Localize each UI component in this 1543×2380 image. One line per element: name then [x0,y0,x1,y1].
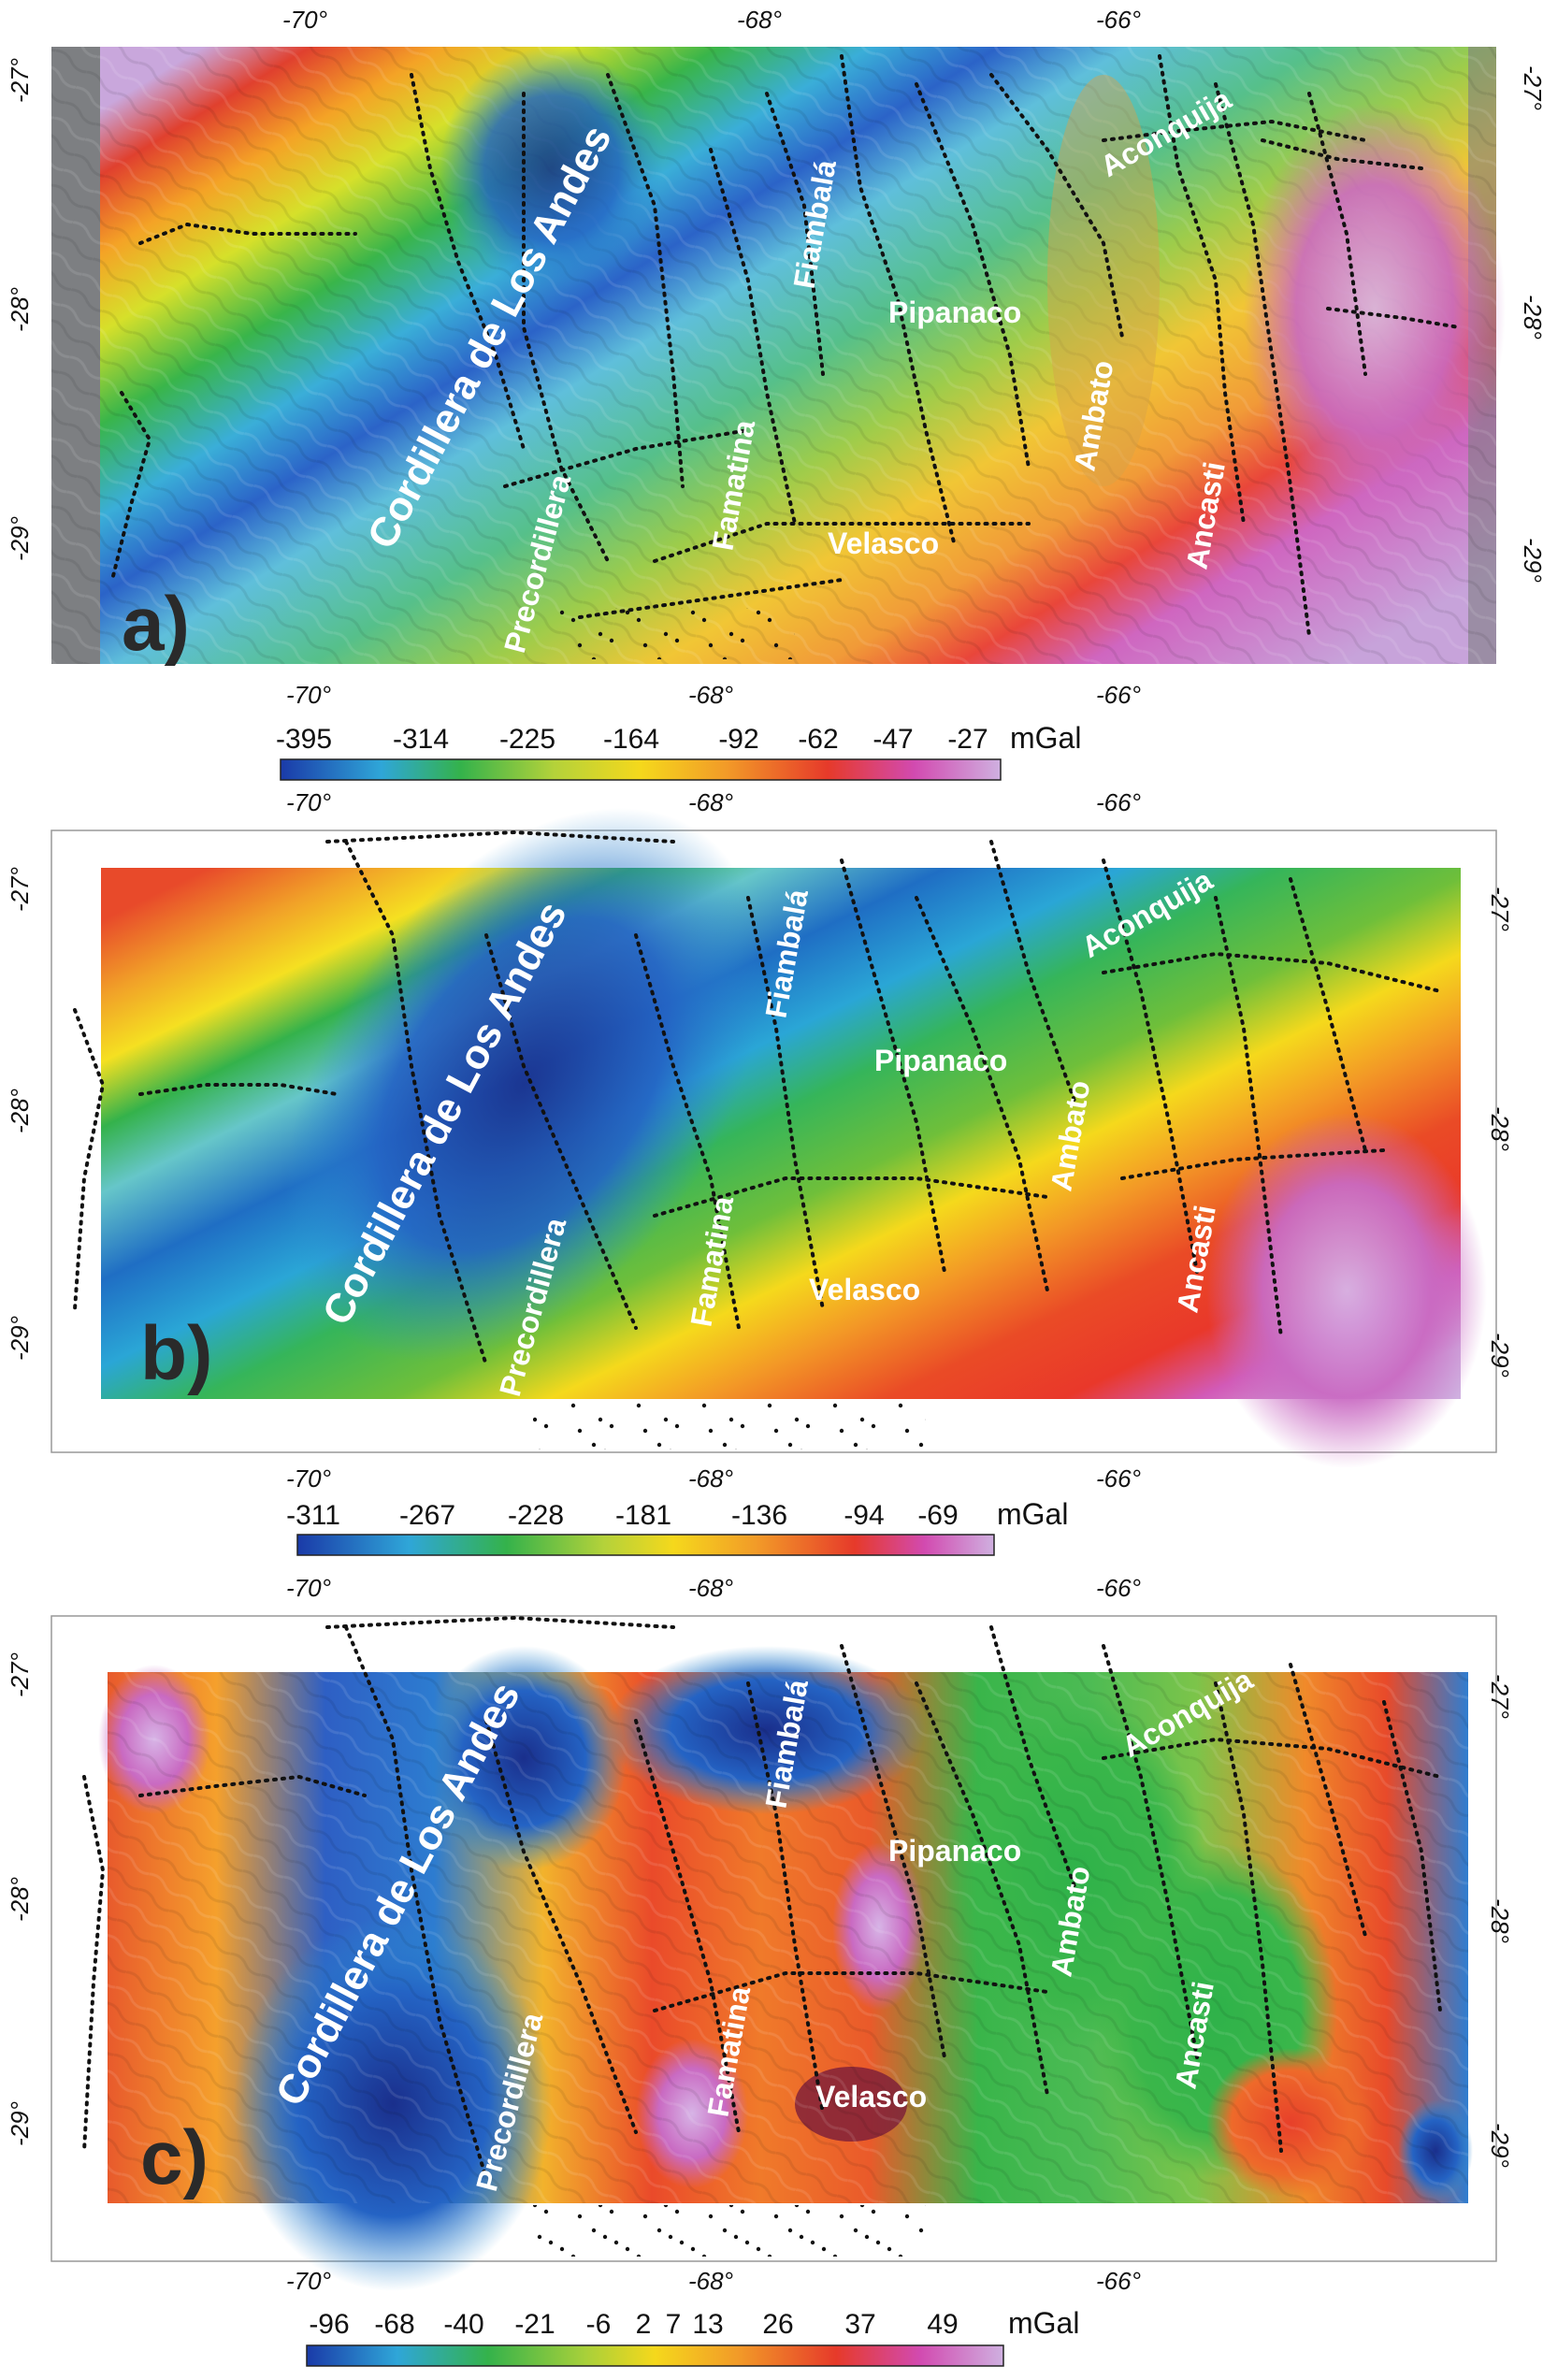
lon-label-top-66: -66° [1096,1574,1141,1602]
colorbar-a-tick: -92 [718,724,758,755]
colorbar-c: -96 -68 -40 -21 -6 2 7 13 26 37 49 mGal [306,2306,1079,2367]
colorbar-b-tick: -94 [844,1500,884,1531]
lat-label-right-29: -29° [1486,1333,1514,1378]
colorbar-a-tick: -47 [872,724,913,755]
lon-label-bottom-68: -68° [688,681,733,709]
lon-label-top-70: -70° [282,6,327,34]
lat-label-right-27: -27° [1519,65,1543,110]
lat-label-left-29: -29° [6,516,34,561]
panel-c: -70° -68° -66° [6,1574,1514,2367]
colorbar-a-tick: -164 [603,724,659,755]
lat-label-left-28: -28° [6,1877,34,1922]
lon-label-top-70: -70° [286,1574,331,1602]
lon-label-bottom-66: -66° [1096,1464,1141,1493]
map-a-blue-low [440,47,664,290]
map-c-dense-stations [533,2205,926,2257]
place-velasco: Velasco [828,526,939,560]
panel-a: -70° -68° -66° [6,6,1543,781]
colorbar-c-tick: 37 [844,2309,875,2340]
panel-a-label: a) [122,582,190,667]
map-c-station-dots [82,1615,1442,2181]
map-b-station-dots [73,829,1442,1367]
colorbar-b-tick: -228 [508,1500,564,1531]
lon-label-top-68: -68° [688,1574,733,1602]
colorbar-c-tick: 49 [927,2309,958,2340]
lon-label-top-68: -68° [737,6,782,34]
place-pipanaco: Pipanaco [888,296,1021,329]
lon-label-top-66: -66° [1096,788,1141,816]
colorbar-c-tick: -96 [309,2309,349,2340]
colorbar-a-bar [280,758,1002,781]
lat-label-right-28: -28° [1486,1106,1514,1151]
lat-label-left-29: -29° [6,1316,34,1361]
lon-label-bottom-70: -70° [286,1464,331,1493]
colorbar-a-tick: -62 [798,724,838,755]
colorbar-c-tick: 2 [636,2309,652,2340]
colorbar-c-tick: -40 [443,2309,483,2340]
lon-label-bottom-68: -68° [688,2267,733,2295]
colorbar-c-tick: 13 [692,2309,723,2340]
colorbar-a-tick: -395 [276,724,332,755]
map-b-dense-stations [533,1403,926,1450]
place-velasco: Velasco [815,2080,927,2113]
colorbar-b-tick: -69 [917,1500,958,1531]
lat-label-right-29: -29° [1486,2123,1514,2168]
lat-label-left-29: -29° [6,2101,34,2146]
lat-label-left-28: -28° [6,1089,34,1133]
colorbar-c-tick: -6 [586,2309,612,2340]
lat-label-left-27: -27° [6,58,34,103]
colorbar-a-unit: mGal [1010,721,1081,755]
place-pipanaco: Pipanaco [874,1044,1007,1077]
lon-label-bottom-66: -66° [1096,681,1141,709]
colorbar-c-tick: -68 [374,2309,414,2340]
lon-label-bottom-68: -68° [688,1464,733,1493]
colorbar-b-unit: mGal [997,1497,1068,1531]
colorbar-c-bar [306,2344,1004,2367]
colorbar-a-tick: -314 [393,724,449,755]
lon-label-top-70: -70° [286,788,331,816]
panel-b-label: b) [140,1311,212,1396]
lat-label-right-28: -28° [1519,295,1543,339]
lat-label-right-29: -29° [1519,538,1543,583]
colorbar-b: -311 -267 -228 -181 -136 -94 -69 mGal [286,1497,1068,1556]
lat-label-left-28: -28° [6,287,34,332]
map-b-blue-low [284,808,763,1362]
lat-label-left-27: -27° [6,867,34,912]
lon-label-bottom-70: -70° [286,681,331,709]
colorbar-b-tick: -267 [399,1500,455,1531]
map-a-dense-stations [552,608,795,659]
lon-label-top-66: -66° [1096,6,1141,34]
colorbar-b-tick: -136 [731,1500,787,1531]
colorbar-b-tick: -311 [286,1500,340,1531]
colorbar-c-tick: 26 [762,2309,793,2340]
map-c-texture [108,1672,1468,2203]
lon-label-top-68: -68° [688,788,733,816]
colorbar-b-bar [296,1534,995,1556]
lat-label-right-27: -27° [1486,887,1514,931]
lat-label-right-27: -27° [1486,1674,1514,1719]
lon-label-bottom-66: -66° [1096,2267,1141,2295]
lon-label-bottom-70: -70° [286,2267,331,2295]
colorbar-c-unit: mGal [1008,2306,1079,2340]
colorbar-a: -395 -314 -225 -164 -92 -62 -47 -27 mGal [276,721,1081,781]
lat-label-left-27: -27° [6,1652,34,1697]
place-pipanaco: Pipanaco [888,1834,1021,1868]
map-a-violet-high [1244,103,1506,514]
place-velasco: Velasco [809,1273,920,1306]
panel-b: -70° -68° -66° Cordillera de Los Andes [6,788,1514,1556]
colorbar-a-tick: -27 [947,724,988,755]
colorbar-a-tick: -225 [499,724,555,755]
panel-c-label: c) [140,2115,209,2200]
map-b-violet-high [1206,1113,1487,1468]
colorbar-c-tick: 7 [666,2309,682,2340]
colorbar-b-tick: -181 [615,1500,671,1531]
map-a-ambato-relief [1047,75,1160,486]
colorbar-c-tick: -21 [514,2309,555,2340]
lat-label-right-28: -28° [1486,1898,1514,1943]
